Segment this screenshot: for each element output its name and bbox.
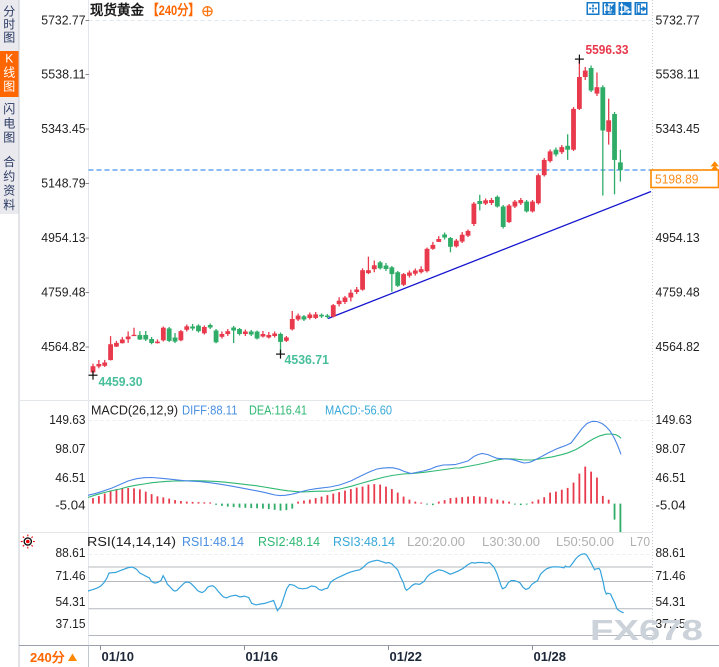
svg-text:98.07: 98.07 <box>656 441 686 456</box>
svg-text:71.46: 71.46 <box>656 568 686 583</box>
svg-text:K: K <box>5 52 13 66</box>
svg-text:现货黄金: 现货黄金 <box>90 2 145 18</box>
svg-text:-5.04: -5.04 <box>656 498 686 513</box>
svg-text:240分: 240分 <box>30 650 65 665</box>
svg-text:合: 合 <box>3 154 15 169</box>
svg-text:图: 图 <box>3 31 15 45</box>
svg-text:图: 图 <box>3 131 15 145</box>
svg-text:DIFF:88.11: DIFF:88.11 <box>182 403 238 418</box>
svg-text:01/28: 01/28 <box>534 649 567 664</box>
svg-text:【240分】: 【240分】 <box>148 2 200 18</box>
svg-text:分: 分 <box>3 5 15 19</box>
svg-text:4954.13: 4954.13 <box>656 230 700 245</box>
svg-text:L20:20.00: L20:20.00 <box>407 534 465 549</box>
svg-text:电: 电 <box>3 116 15 130</box>
svg-text:RSI1:48.14: RSI1:48.14 <box>182 534 244 549</box>
svg-text:约: 约 <box>3 168 15 183</box>
svg-text:98.07: 98.07 <box>55 441 85 456</box>
svg-text:RSI(14,14,14): RSI(14,14,14) <box>87 534 176 549</box>
svg-text:5732.77: 5732.77 <box>41 13 85 28</box>
svg-text:5198.89: 5198.89 <box>655 172 699 187</box>
svg-text:4759.48: 4759.48 <box>656 285 700 300</box>
svg-text:闪: 闪 <box>3 102 15 116</box>
svg-text:46.51: 46.51 <box>55 470 85 485</box>
svg-text:46.51: 46.51 <box>656 470 686 485</box>
svg-text:5732.77: 5732.77 <box>656 13 700 28</box>
svg-text:MACD:-56.60: MACD:-56.60 <box>325 403 392 418</box>
svg-text:5538.11: 5538.11 <box>41 67 85 82</box>
svg-text:149.63: 149.63 <box>656 412 692 427</box>
svg-text:DEA:116.41: DEA:116.41 <box>249 403 307 418</box>
svg-text:88.61: 88.61 <box>56 545 86 560</box>
svg-text:88.61: 88.61 <box>656 545 686 560</box>
svg-text:01/10: 01/10 <box>102 649 135 664</box>
svg-text:4459.30: 4459.30 <box>99 374 143 389</box>
svg-text:5148.79: 5148.79 <box>41 176 85 191</box>
svg-text:37.15: 37.15 <box>56 616 86 631</box>
svg-text:RSI3:48.14: RSI3:48.14 <box>333 534 395 549</box>
svg-text:L70: L70 <box>630 534 650 549</box>
svg-text:时: 时 <box>3 18 15 32</box>
svg-text:71.46: 71.46 <box>56 568 86 583</box>
svg-text:4564.82: 4564.82 <box>41 339 85 354</box>
svg-text:37.15: 37.15 <box>656 616 686 631</box>
svg-text:4954.13: 4954.13 <box>41 230 85 245</box>
svg-text:54.31: 54.31 <box>656 594 686 609</box>
svg-text:L30:30.00: L30:30.00 <box>482 534 540 549</box>
svg-text:资: 资 <box>3 184 15 198</box>
svg-text:-5.04: -5.04 <box>55 498 85 513</box>
svg-text:5343.45: 5343.45 <box>41 121 85 136</box>
svg-text:01/16: 01/16 <box>246 649 279 664</box>
svg-text:L50:50.00: L50:50.00 <box>556 534 614 549</box>
svg-text:01/22: 01/22 <box>390 649 423 664</box>
svg-text:5538.11: 5538.11 <box>656 67 700 82</box>
svg-text:4536.71: 4536.71 <box>285 352 330 367</box>
svg-text:4564.82: 4564.82 <box>656 339 700 354</box>
svg-text:4759.48: 4759.48 <box>41 285 85 300</box>
svg-text:料: 料 <box>3 198 15 212</box>
svg-text:54.31: 54.31 <box>56 594 86 609</box>
svg-text:图: 图 <box>3 80 15 94</box>
svg-text:5343.45: 5343.45 <box>656 121 700 136</box>
svg-text:FX678: FX678 <box>590 615 703 647</box>
svg-text:5596.33: 5596.33 <box>586 42 629 57</box>
svg-text:149.63: 149.63 <box>49 412 85 427</box>
svg-text:MACD(26,12,9): MACD(26,12,9) <box>91 403 178 418</box>
svg-text:RSI2:48.14: RSI2:48.14 <box>258 534 320 549</box>
svg-text:线: 线 <box>3 66 15 80</box>
